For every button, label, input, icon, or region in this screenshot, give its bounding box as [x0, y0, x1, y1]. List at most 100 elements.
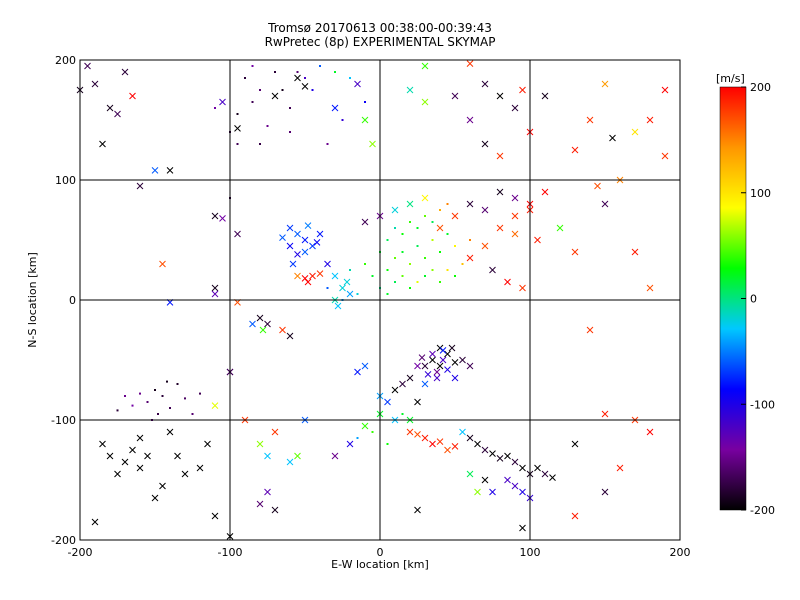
- data-point-cross: [279, 234, 286, 241]
- data-point-cross: [294, 452, 301, 460]
- data-point-dot: [251, 65, 254, 67]
- y-tick-label: -100: [51, 414, 76, 427]
- data-point-cross: [646, 428, 654, 436]
- data-point-dot: [454, 275, 456, 277]
- data-point-dot: [116, 409, 119, 412]
- data-point-dot: [409, 221, 411, 223]
- data-point-cross: [571, 146, 579, 154]
- data-point-cross: [504, 452, 511, 460]
- x-tick-label: 100: [520, 546, 541, 559]
- data-point-dot: [124, 395, 126, 397]
- data-point-cross: [481, 140, 489, 148]
- data-point-dot: [446, 233, 449, 235]
- data-point-cross: [451, 443, 459, 450]
- data-point-cross: [249, 320, 256, 328]
- data-point-dot: [416, 227, 419, 229]
- data-point-cross: [631, 128, 639, 136]
- data-point-cross: [406, 428, 414, 436]
- data-point-dot: [401, 233, 404, 235]
- data-point-cross: [466, 434, 474, 442]
- data-point-cross: [234, 125, 241, 132]
- data-point-cross: [129, 446, 136, 454]
- data-point-cross: [166, 428, 174, 436]
- data-point-cross: [301, 83, 309, 90]
- data-point-cross: [429, 356, 436, 364]
- data-point-cross: [451, 212, 459, 220]
- data-point-dot: [326, 143, 329, 145]
- data-point-dot: [394, 227, 396, 229]
- data-point-dot: [386, 293, 389, 295]
- data-point-dot: [311, 89, 314, 91]
- data-point-cross: [556, 224, 564, 232]
- data-point-cross: [136, 182, 144, 190]
- data-point-cross: [294, 230, 301, 238]
- grid-lines: [80, 60, 680, 540]
- data-point-cross: [448, 344, 456, 352]
- data-point-dot: [469, 239, 471, 241]
- data-point-cross: [541, 470, 549, 478]
- data-point-dot: [364, 263, 366, 265]
- data-point-dot: [349, 269, 351, 271]
- data-point-cross: [196, 464, 204, 472]
- data-point-dot: [364, 101, 366, 103]
- data-point-cross: [286, 332, 294, 340]
- data-point-dot: [356, 293, 359, 295]
- data-point-cross: [174, 452, 181, 460]
- data-point-dot: [394, 257, 396, 259]
- data-point-dot: [341, 119, 344, 121]
- data-point-cross: [661, 152, 669, 160]
- data-point-dot: [424, 215, 426, 217]
- data-point-cross: [99, 140, 106, 148]
- data-point-cross: [421, 434, 429, 442]
- data-point-dot: [289, 131, 291, 133]
- data-point-cross: [316, 230, 324, 238]
- data-point-dot: [371, 431, 374, 433]
- data-point-cross: [99, 440, 106, 448]
- data-point-cross: [309, 272, 316, 280]
- data-point-cross: [369, 140, 376, 148]
- data-point-cross: [151, 494, 159, 502]
- data-point-dot: [439, 251, 441, 253]
- data-point-dot: [259, 89, 261, 91]
- data-point-cross: [211, 290, 219, 298]
- data-point-cross: [421, 380, 429, 388]
- data-point-cross: [343, 278, 351, 286]
- data-point-cross: [354, 80, 361, 88]
- data-point-dot: [416, 245, 419, 247]
- data-point-cross: [421, 194, 429, 202]
- data-point-cross: [384, 398, 391, 406]
- x-tick-label: -100: [218, 546, 243, 559]
- data-point-cross: [489, 488, 496, 496]
- data-point-dot: [199, 392, 201, 395]
- data-point-dot: [251, 101, 254, 103]
- data-point-cross: [354, 368, 361, 376]
- data-point-cross: [433, 368, 441, 376]
- data-point-cross: [151, 167, 159, 174]
- data-point-dot: [431, 239, 434, 241]
- data-point-cross: [414, 398, 421, 406]
- data-point-cross: [474, 440, 481, 448]
- data-point-cross: [466, 254, 474, 262]
- data-point-cross: [294, 74, 301, 82]
- data-point-cross: [616, 464, 624, 472]
- data-point-cross: [519, 86, 526, 94]
- data-point-cross: [466, 60, 474, 67]
- data-point-dot: [409, 287, 411, 289]
- y-tick-label: 200: [55, 54, 76, 67]
- x-tick-label: 200: [670, 546, 691, 559]
- colorbar-tick-label: -100: [750, 398, 775, 411]
- data-point-cross: [481, 80, 489, 88]
- data-point-cross: [339, 284, 346, 292]
- data-point-cross: [481, 206, 489, 214]
- data-point-cross: [511, 194, 519, 202]
- data-point-cross: [144, 452, 151, 460]
- data-point-dot: [161, 395, 164, 397]
- data-point-cross: [466, 116, 474, 124]
- data-point-cross: [444, 350, 451, 358]
- data-point-dot: [431, 269, 434, 271]
- data-point-cross: [436, 224, 444, 232]
- data-point-dot: [266, 125, 269, 127]
- data-point-dot: [454, 245, 456, 247]
- data-point-cross: [534, 464, 541, 472]
- data-point-cross: [511, 104, 519, 112]
